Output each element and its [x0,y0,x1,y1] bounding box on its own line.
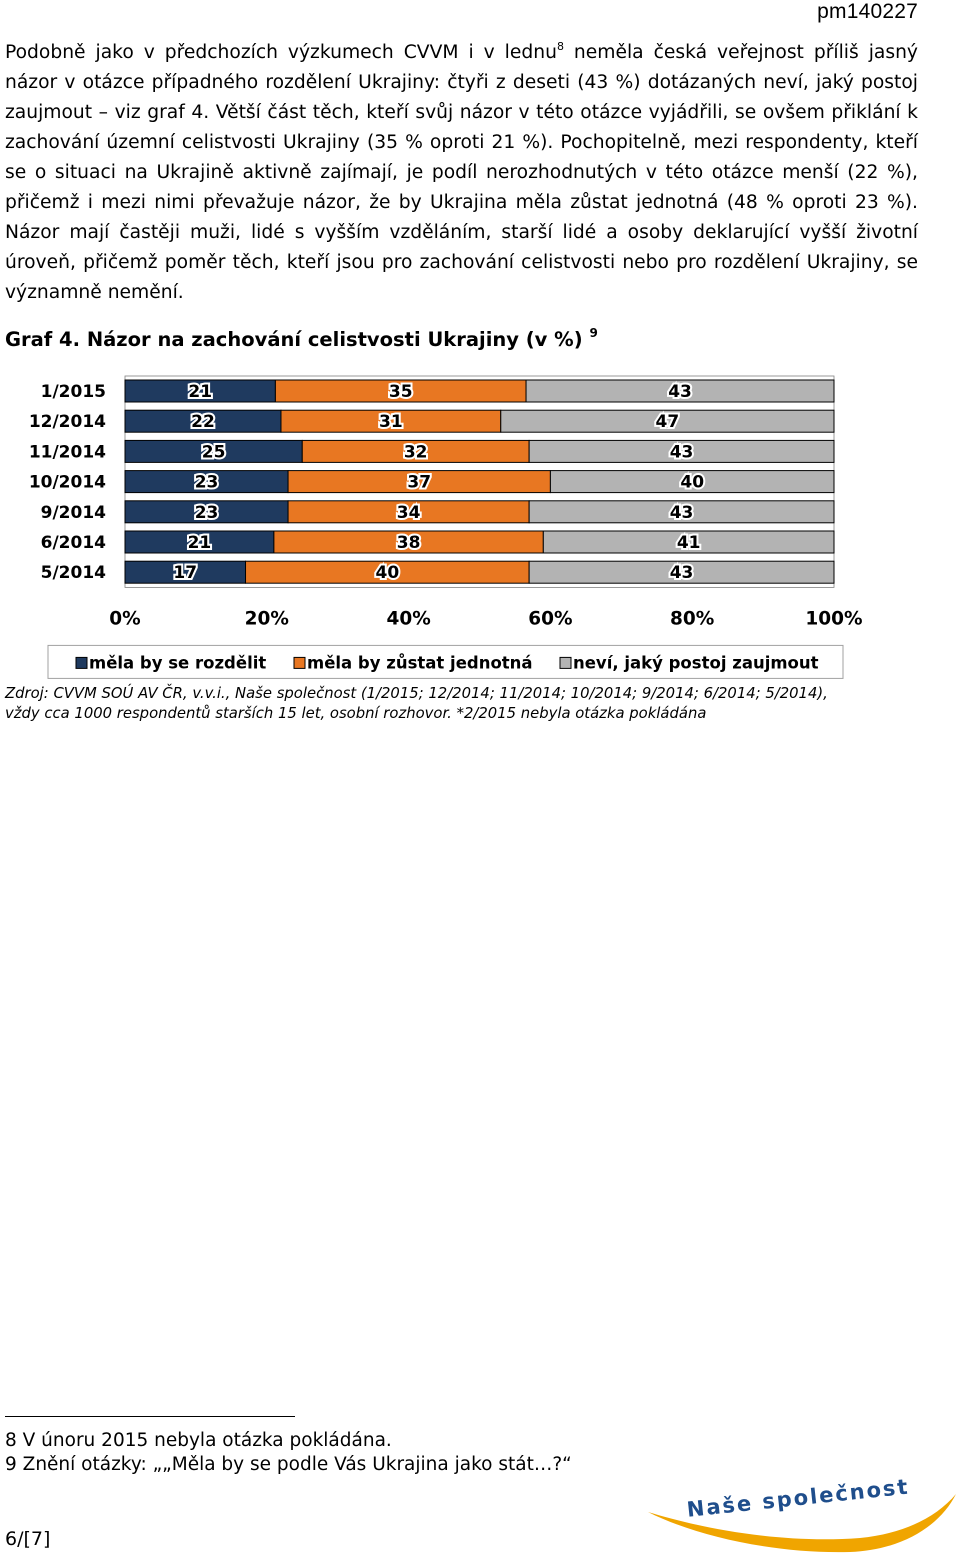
chart-title: Graf 4. Názor na zachování celistvosti U… [5,326,598,351]
data-label: 35 [389,382,413,402]
legend-box [47,644,844,679]
y-axis-label: 6/2014 [41,533,107,553]
source-note-line-2: vždy cca 1000 respondentů starších 15 le… [5,705,707,722]
bar-segment [542,530,835,554]
x-tick-label: 100% [805,608,862,629]
data-label: 21 [188,382,212,402]
nase-spolecnost-logo: Naše společnost [648,1475,956,1553]
data-label: 43 [670,442,694,462]
paragraph-text-2: neměla česká veřejnost příliš jasný názo… [5,42,918,303]
legend-label: neví, jaký postoj zaujmout [573,653,819,672]
data-label: 47 [656,412,680,432]
document-code: pm140227 [817,0,918,23]
x-tick-label: 0% [109,608,140,629]
legend-label: měla by se rozdělit [89,653,266,672]
data-label: 31 [379,412,403,432]
x-tick-label: 80% [670,608,714,629]
y-axis-label: 9/2014 [41,503,107,523]
x-tick-label: 60% [528,608,572,629]
footnote-separator [5,1416,295,1417]
data-label: 25 [202,442,226,462]
data-label: 21 [188,533,212,553]
y-axis-label: 5/2014 [41,563,107,583]
paragraph-text-1: Podobně jako v předchozích výzkumech CVV… [5,42,557,63]
data-label: 32 [404,442,428,462]
bar-segment [549,470,835,494]
data-label: 41 [677,533,701,553]
y-axis-label: 10/2014 [29,473,106,493]
legend-label: měla by zůstat jednotná [307,653,533,672]
stacked-bar-chart: 1/2015 21 35 43 12/2014 22 31 47 11/2014 25 32 43 10… [29,375,863,679]
footnote-ref-8[interactable]: 8 [556,40,564,53]
x-tick-label: 20% [245,608,289,629]
data-label: 40 [375,563,399,583]
y-axis-label: 12/2014 [29,412,106,432]
chart-title-text: Graf 4. Názor na zachování celistvosti U… [5,328,583,351]
source-note-line-1: Zdroj: CVVM SOÚ AV ČR, v.v.i., Naše spol… [5,685,828,702]
legend-swatch [75,656,88,669]
legend-swatch [293,656,306,669]
data-label: 37 [407,473,431,493]
data-label: 17 [173,563,197,583]
bar-segment [528,439,835,463]
data-label: 43 [670,563,694,583]
data-label: 38 [397,533,421,553]
page-number: 6/[7] [5,1528,51,1550]
body-paragraph: Podobně jako v předchozích výzkumech CVV… [5,38,918,308]
data-label: 43 [668,382,692,402]
footnote-8: 8 V únoru 2015 nebyla otázka pokládána. [5,1430,392,1451]
data-label: 40 [680,473,704,493]
bar-segment [525,379,835,403]
data-label: 23 [195,473,219,493]
bar-segment [528,560,835,584]
logo-wordmark: Naše společnost [686,1475,911,1522]
data-label: 34 [397,503,421,523]
data-label: 23 [195,503,219,523]
y-axis-label: 11/2014 [29,442,106,462]
bar-segment [528,500,835,524]
footnote-ref-9[interactable]: 9 [589,326,598,340]
data-label: 22 [191,412,215,432]
logo-swoosh-shape [648,1494,956,1553]
y-axis-label: 1/2015 [41,382,106,402]
x-tick-label: 40% [386,608,430,629]
data-label: 43 [670,503,694,523]
legend-swatch [559,656,572,669]
bar-segment [500,409,835,433]
footnote-9: 9 Znění otázky: „„Měla by se podle Vás U… [5,1454,572,1475]
